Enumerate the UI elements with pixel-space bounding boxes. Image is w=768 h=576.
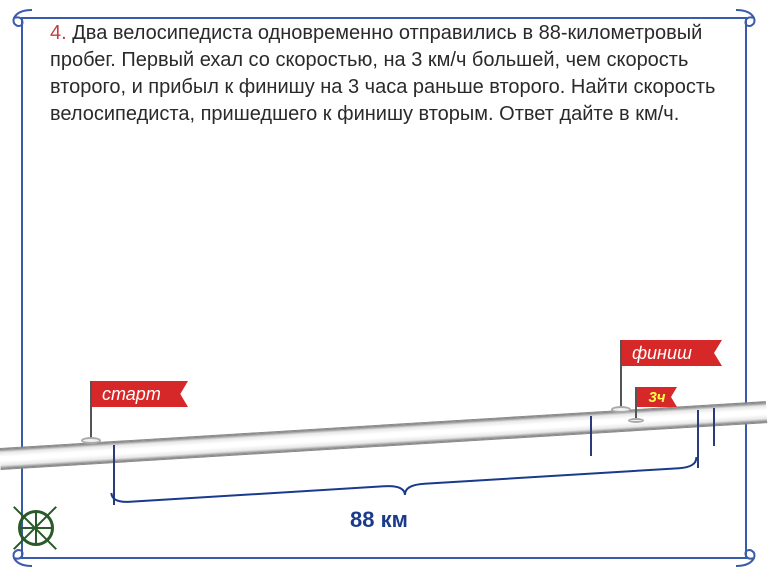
problem-number: 4. (50, 22, 67, 44)
distance-label: 88 км (350, 507, 408, 533)
tick (590, 416, 592, 456)
finish-label: финиш (622, 340, 722, 366)
corner-ornament (10, 8, 34, 32)
time-label: 3ч (637, 387, 677, 407)
finish-flag: финиш (620, 340, 622, 410)
corner-ornament (734, 544, 758, 568)
problem-block: 4. Два велосипедиста одновременно отправ… (50, 20, 718, 128)
tick (713, 408, 715, 446)
time-flag: 3ч (635, 387, 637, 421)
start-flag: старт (90, 381, 92, 441)
corner-ornament (734, 8, 758, 32)
start-label: старт (92, 381, 188, 407)
bicycle-wheel-icon (18, 510, 54, 546)
problem-text: Два велосипедиста одновременно отправили… (50, 22, 715, 125)
